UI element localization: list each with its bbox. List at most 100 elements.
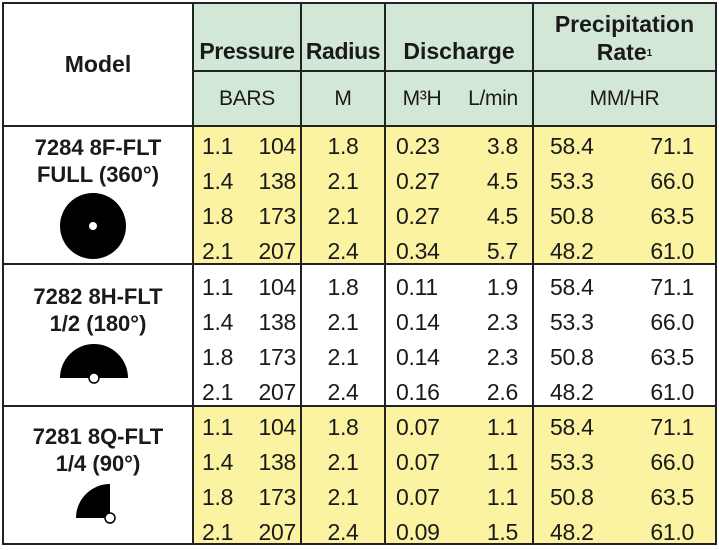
group-1-highlight	[194, 127, 715, 263]
precipitation-header-rate: Rate	[596, 39, 647, 65]
cell-m3h: 0.11	[396, 274, 438, 300]
cell-kpa: 173	[258, 203, 297, 229]
cell-bars: 2.1	[202, 519, 234, 545]
discharge-column-divider	[532, 4, 534, 543]
cell-m3h: 0.14	[396, 344, 440, 370]
precipitation-header-line2: Rate1	[534, 38, 715, 66]
cell-kpa: 138	[258, 168, 297, 194]
cell-m3h: 0.23	[396, 133, 440, 159]
cell-m3h: 0.27	[396, 203, 440, 229]
cell-lmin: 2.3	[486, 309, 518, 335]
model-3-name: 7281 8Q-FLT 1/4 (90°)	[4, 423, 192, 477]
cell-precip-b: 63.5	[650, 344, 694, 370]
cell-bars: 2.1	[202, 238, 234, 264]
cell-radius: 2.4	[327, 519, 359, 545]
discharge-m3h-unit: M³H	[402, 86, 442, 110]
cell-precip-b: 61.0	[650, 519, 694, 545]
cell-radius: 2.1	[327, 449, 359, 475]
cell-kpa: 207	[258, 379, 297, 405]
cell-precip-b: 63.5	[650, 203, 694, 229]
cell-precip-a: 53.3	[550, 168, 594, 194]
cell-precip-a: 48.2	[550, 238, 594, 264]
model-3-number: 7281 8Q-FLT	[32, 424, 164, 449]
cell-m3h: 0.16	[396, 379, 440, 405]
cell-bars: 1.4	[202, 309, 234, 335]
header-background	[194, 4, 715, 125]
cell-bars: 1.4	[202, 449, 234, 475]
cell-radius: 2.1	[327, 309, 359, 335]
cell-precip-a: 48.2	[550, 519, 594, 545]
cell-precip-b: 66.0	[650, 168, 694, 194]
discharge-lmin-unit: L/min	[468, 86, 518, 110]
cell-precip-a: 53.3	[550, 449, 594, 475]
precipitation-unit: MM/HR	[589, 86, 660, 110]
model-1-number: 7284 8F-FLT	[34, 135, 162, 160]
pressure-header: Pressure	[199, 37, 295, 64]
cell-precip-b: 71.1	[650, 414, 694, 440]
precipitation-header: Precipitation Rate1	[534, 10, 715, 68]
cell-lmin: 4.5	[486, 203, 518, 229]
cell-bars: 1.8	[202, 344, 234, 370]
cell-bars: 1.1	[202, 133, 234, 159]
cell-lmin: 1.1	[486, 484, 518, 510]
cell-lmin: 1.5	[486, 519, 518, 545]
cell-kpa: 173	[258, 484, 297, 510]
cell-precip-b: 66.0	[650, 449, 694, 475]
pressure-column-divider	[300, 4, 302, 543]
cell-m3h: 0.07	[396, 484, 440, 510]
cell-radius: 2.4	[327, 379, 359, 405]
model-3-arc: 1/4 (90°)	[55, 451, 141, 476]
pressure-unit: BARS	[219, 86, 275, 110]
discharge-header: Discharge	[403, 37, 515, 64]
group-1-divider	[4, 263, 715, 265]
cell-kpa: 207	[258, 519, 297, 545]
cell-lmin: 5.7	[486, 238, 518, 264]
cell-bars: 1.4	[202, 168, 234, 194]
units-divider	[194, 70, 715, 72]
header-bottom-divider	[4, 125, 715, 127]
group-2-divider	[4, 405, 715, 407]
model-header: Model	[64, 51, 132, 77]
cell-lmin: 1.1	[486, 414, 518, 440]
cell-kpa: 207	[258, 238, 297, 264]
cell-precip-b: 66.0	[650, 309, 694, 335]
cell-radius: 1.8	[327, 133, 359, 159]
cell-m3h: 0.07	[396, 449, 440, 475]
cell-m3h: 0.09	[396, 519, 440, 545]
cell-kpa: 138	[258, 449, 297, 475]
cell-precip-a: 58.4	[550, 133, 594, 159]
cell-radius: 2.1	[327, 344, 359, 370]
cell-lmin: 3.8	[486, 133, 518, 159]
quarter-circle-pattern-icon	[76, 484, 116, 524]
model-1-name: 7284 8F-FLT FULL (360°)	[4, 134, 192, 188]
cell-precip-a: 50.8	[550, 203, 594, 229]
cell-precip-b: 71.1	[650, 133, 694, 159]
cell-bars: 2.1	[202, 379, 234, 405]
half-circle-pattern-icon	[60, 344, 128, 384]
cell-kpa: 104	[258, 414, 297, 440]
cell-precip-b: 61.0	[650, 379, 694, 405]
cell-precip-b: 71.1	[650, 274, 694, 300]
model-column-divider	[192, 4, 194, 543]
cell-precip-b: 61.0	[650, 238, 694, 264]
model-1-arc: FULL (360°)	[36, 162, 160, 187]
precipitation-header-line1: Precipitation	[554, 11, 695, 37]
cell-precip-a: 58.4	[550, 274, 594, 300]
radius-unit: M	[334, 86, 352, 110]
cell-kpa: 104	[258, 133, 297, 159]
cell-precip-a: 48.2	[550, 379, 594, 405]
group-3-highlight	[194, 407, 715, 543]
model-2-number: 7282 8H-FLT	[33, 284, 163, 309]
cell-precip-a: 50.8	[550, 344, 594, 370]
full-circle-pattern-icon	[60, 193, 126, 259]
cell-radius: 2.4	[327, 238, 359, 264]
cell-radius: 2.1	[327, 168, 359, 194]
cell-bars: 1.8	[202, 484, 234, 510]
model-2-name: 7282 8H-FLT 1/2 (180°)	[4, 283, 192, 337]
cell-radius: 2.1	[327, 203, 359, 229]
cell-m3h: 0.14	[396, 309, 440, 335]
cell-radius: 1.8	[327, 414, 359, 440]
cell-precip-a: 58.4	[550, 414, 594, 440]
model-2-arc: 1/2 (180°)	[49, 311, 147, 336]
